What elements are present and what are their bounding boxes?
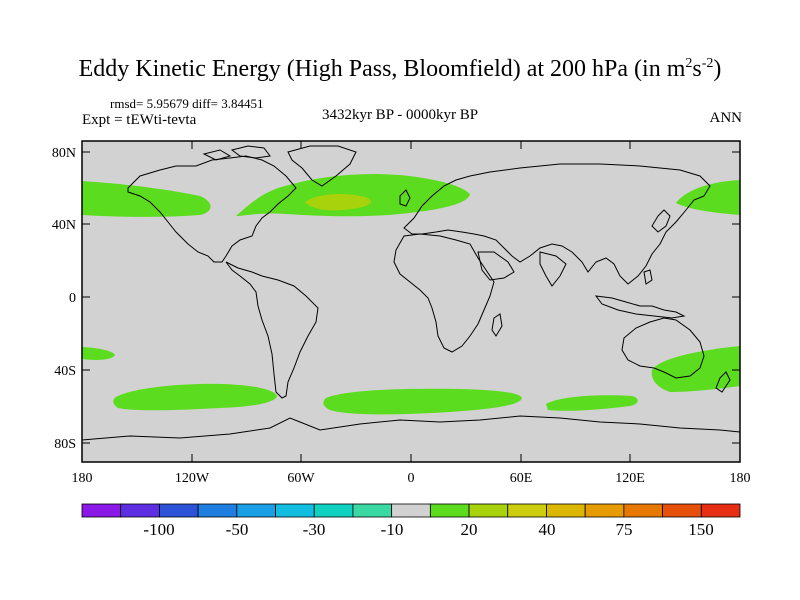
anomaly-patch-south-indian: [546, 395, 638, 411]
colorbar-label: -10: [381, 520, 404, 539]
coast-arabia: [477, 251, 515, 281]
anomaly-patch-north-pacific-east: [82, 181, 211, 217]
colorbar-swatch: [313, 503, 354, 518]
colorbar-swatch: [468, 503, 509, 518]
coast-new-zealand: [715, 371, 731, 393]
coast-arctic-islands: [202, 145, 271, 161]
lon-label: 120E: [615, 471, 645, 486]
lat-label: 40N: [52, 218, 76, 233]
colorbar-label: 75: [616, 520, 633, 539]
anomaly-patch-south-atlantic: [323, 388, 522, 415]
colorbar-swatch: [700, 503, 741, 518]
lon-label: 0: [408, 471, 415, 486]
lon-label: 180: [72, 471, 93, 486]
coast-greenland: [287, 145, 357, 187]
anomaly-patch-south-pacific-west: [82, 347, 115, 360]
longitude-labels: 180 120W 60W 0 60E 120E 180: [72, 471, 751, 486]
anomaly-patch-north-pacific-west: [676, 180, 740, 215]
lon-label: 60E: [510, 471, 533, 486]
coast-japan: [651, 209, 671, 233]
colorbar-swatch: [507, 503, 547, 518]
latitude-labels: 80N 40N 0 40S 80S: [52, 146, 76, 452]
colorbar: [81, 503, 741, 518]
plot-title: Eddy Kinetic Energy (High Pass, Bloomfie…: [78, 56, 722, 82]
coast-antarctica: [82, 415, 740, 441]
colorbar-swatch: [197, 503, 238, 518]
coast-south-america: [225, 261, 319, 399]
colorbar-swatch: [236, 503, 276, 518]
colorbar-swatch: [662, 503, 702, 518]
colorbar-label: 150: [688, 520, 714, 539]
colorbar-swatch: [391, 503, 431, 518]
colorbar-labels: -100 -50 -30 -10 20 40 75 150: [143, 520, 713, 539]
colorbar-swatch: [120, 503, 160, 518]
coast-indonesia: [594, 295, 686, 319]
colorbar-label: -50: [226, 520, 249, 539]
colorbar-swatch: [429, 503, 470, 518]
colorbar-swatch: [546, 503, 586, 518]
lon-label: 120W: [175, 471, 210, 486]
coast-eurasia: [403, 163, 711, 285]
colorbar-label: 20: [461, 520, 478, 539]
colorbar-label: -100: [143, 520, 174, 539]
lat-label: 80S: [54, 437, 76, 452]
colorbar-swatch: [623, 503, 663, 518]
experiment-label: Expt = tEWti-tevta: [82, 112, 197, 128]
coast-philippines: [643, 269, 653, 285]
lon-label: 180: [730, 471, 751, 486]
stats-text: rmsd= 5.95679 diff= 3.84451: [110, 96, 264, 111]
coast-india: [539, 251, 567, 287]
anomaly-fill-layer: [82, 174, 740, 415]
coast-uk: [399, 189, 411, 207]
coast-australia: [621, 317, 705, 379]
coast-madagascar: [491, 313, 503, 337]
colorbar-label: -30: [303, 520, 326, 539]
colorbar-swatch: [584, 503, 625, 518]
axis-ticks: [81, 141, 741, 462]
coastlines: [82, 145, 740, 441]
lat-label: 80N: [52, 146, 76, 161]
colorbar-label: 40: [539, 520, 556, 539]
season-label: ANN: [709, 110, 743, 126]
period-label: 3432kyr BP - 0000kyr BP: [321, 107, 479, 123]
colorbar-swatch: [81, 503, 122, 518]
lat-label: 0: [69, 291, 76, 306]
colorbar-swatch: [275, 503, 315, 518]
lon-label: 60W: [287, 471, 315, 486]
lat-label: 40S: [54, 364, 76, 379]
anomaly-patch-north-atlantic-core: [305, 194, 372, 211]
coast-africa: [393, 233, 495, 353]
colorbar-swatch: [352, 503, 393, 518]
colorbar-swatch: [159, 503, 199, 518]
anomaly-patch-australia: [651, 346, 740, 392]
anomaly-patch-south-pacific: [113, 383, 277, 411]
